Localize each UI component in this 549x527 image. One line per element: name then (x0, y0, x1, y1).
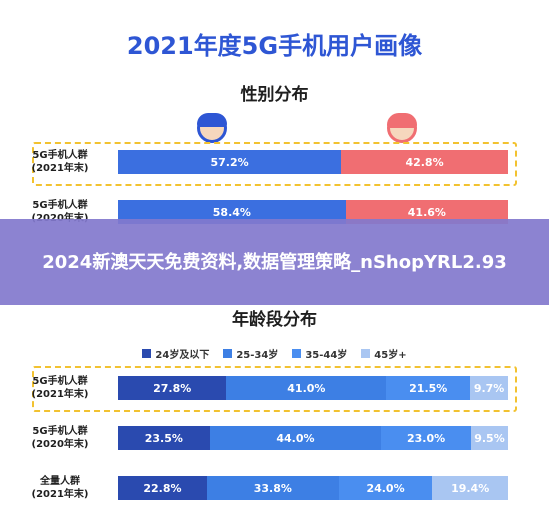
stacked-bar: 23.5% 44.0% 23.0% 9.5% (118, 426, 508, 450)
bar-segment: 9.7% (470, 376, 508, 400)
row-label-line: 全量人群 (40, 476, 80, 487)
age-section-title: 年龄段分布 (232, 310, 317, 330)
legend-label: 25-34岁 (236, 350, 279, 361)
bar-segment: 33.8% (206, 476, 339, 500)
row-label-line: (2020年末) (10, 212, 110, 225)
row-label-line: 5G手机人群 (32, 150, 88, 161)
stacked-bar: 22.8% 33.8% 24.0% 19.4% (118, 476, 508, 500)
row-label-line: 5G手机人群 (32, 200, 88, 211)
bar-segment: 19.4% (432, 476, 508, 500)
age-highlight-box (32, 366, 517, 412)
main-title: 2021年度5G手机用户画像 (126, 32, 423, 60)
legend-label: 45岁+ (374, 350, 407, 361)
row-label: 5G手机人群 (2021年末) (10, 149, 110, 175)
bar-segment: 42.8% (341, 150, 508, 174)
gender-highlight-box (32, 142, 517, 186)
bar-segment: 23.5% (118, 426, 210, 450)
legend-item: 25-34岁 (223, 346, 278, 361)
row-label: 5G手机人群 (2021年末) (10, 375, 110, 401)
legend-item: 24岁及以下 (142, 346, 209, 361)
bar-segment: 9.5% (470, 426, 508, 450)
bar-segment: 24.0% (338, 476, 433, 500)
row-label-line: (2021年末) (31, 489, 89, 500)
row-label-line: (2021年末) (31, 389, 89, 400)
legend-label: 35-44岁 (305, 350, 348, 361)
stacked-bar: 57.2% 42.8% (118, 150, 508, 174)
bar-segment: 23.0% (381, 426, 471, 450)
age-legend: 24岁及以下 25-34岁 35-44岁 45岁+ (0, 346, 549, 361)
legend-swatch (223, 349, 233, 358)
bar-segment: 41.0% (226, 376, 387, 400)
legend-swatch (142, 349, 152, 358)
legend-swatch (292, 349, 302, 358)
bar-segment: 27.8% (118, 376, 227, 400)
bar-segment: 21.5% (386, 376, 471, 400)
legend-item: 35-44岁 (292, 346, 347, 361)
stacked-bar: 27.8% 41.0% 21.5% 9.7% (118, 376, 508, 400)
male-face-icon (197, 113, 227, 143)
legend-swatch (361, 349, 371, 358)
legend-label: 24岁及以下 (155, 350, 210, 361)
bar-segment: 57.2% (118, 150, 342, 174)
female-face-icon (387, 113, 417, 143)
row-label-line: 5G手机人群 (32, 426, 88, 437)
legend-item: 45岁+ (361, 346, 407, 361)
row-label-line: 5G手机人群 (32, 376, 88, 387)
bar-segment: 44.0% (209, 426, 382, 450)
row-label: 5G手机人群 (2020年末) (10, 425, 110, 451)
row-label: 全量人群 (2021年末) (10, 475, 110, 501)
row-label-line: (2020年末) (31, 439, 89, 450)
row-label: 5G手机人群(2020年末) (10, 199, 110, 225)
row-label-line: (2021年末) (31, 163, 89, 174)
banner-text: 2024新澳天天免费资料,数据管理策略_nShopYRL2.93 (42, 251, 507, 273)
gender-section-title: 性别分布 (240, 85, 309, 105)
bar-segment: 22.8% (118, 476, 207, 500)
banner-overlay: 2024新澳天天免费资料,数据管理策略_nShopYRL2.93 (0, 219, 549, 305)
